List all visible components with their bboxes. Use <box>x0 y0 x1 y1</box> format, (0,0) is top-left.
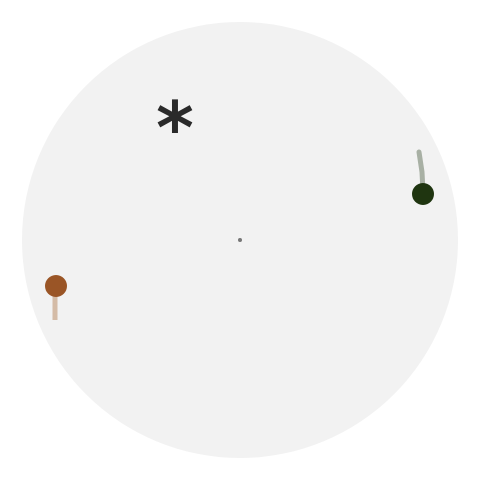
brown-player-token <box>45 275 67 297</box>
arena-center-marker <box>238 238 242 242</box>
green-player-token <box>412 183 434 205</box>
objective-star: * <box>156 86 194 170</box>
